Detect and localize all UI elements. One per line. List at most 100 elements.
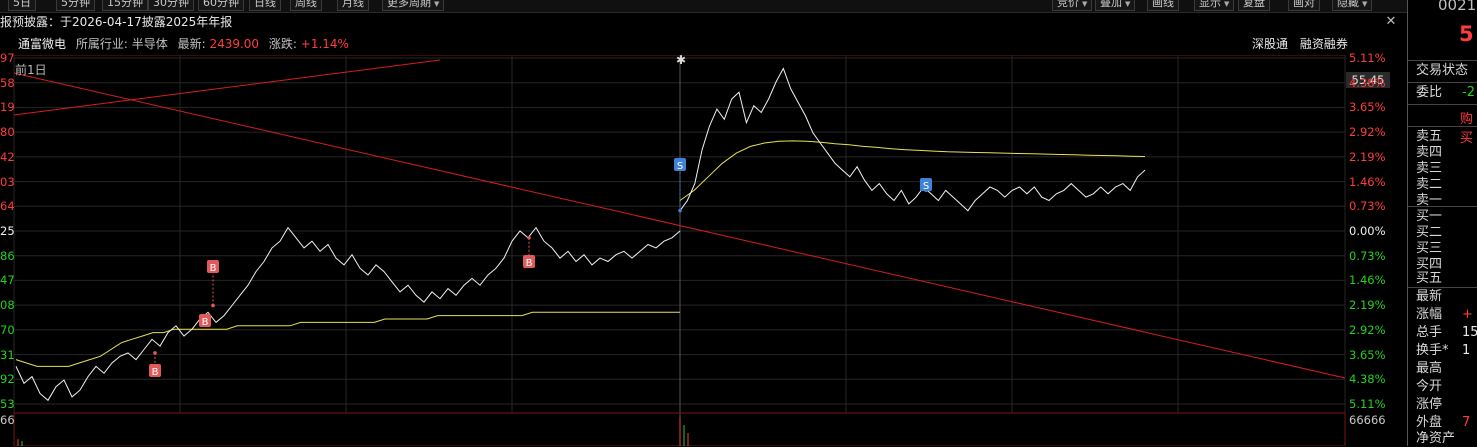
buy-marker[interactable] (199, 314, 211, 327)
left-axis-label: 80 (0, 125, 15, 140)
right-axis-label: 3.65% (1349, 100, 1386, 115)
toolbar-button-14[interactable]: 画对 (1288, 0, 1320, 11)
quote-divider (1408, 104, 1477, 105)
tag-shenzhen-connect[interactable]: 深股通 (1252, 37, 1289, 51)
right-axis-label: 5.11% (1349, 397, 1386, 411)
tag-margin-trading[interactable]: 融资融券 (1299, 37, 1348, 51)
left-axis-label: 42 (0, 149, 15, 164)
left-axis-label: 64 (0, 199, 15, 214)
buy-marker[interactable] (149, 364, 161, 377)
quote-row-label: 卖五 (1416, 129, 1443, 144)
toolbar-button-11[interactable]: 画线 (1147, 0, 1179, 11)
left-axis-label: 25 (0, 224, 15, 238)
buy-marker-label: B (202, 317, 209, 328)
intraday-chart[interactable]: ✱ B B B B S S (0, 55, 1407, 446)
toolbar-button-3[interactable]: 30分钟 (148, 0, 194, 11)
sell-marker[interactable] (674, 158, 686, 171)
quote-row-label: 净资产 (1416, 431, 1456, 446)
left-axis-label: 86 (0, 248, 15, 263)
price-line-day2 (679, 67, 1146, 212)
quote-row-label: 卖三 (1416, 161, 1443, 176)
close-icon[interactable]: ✕ (1385, 14, 1397, 29)
right-axis-label: 0.00% (1349, 224, 1386, 238)
quote-row-value: 15 (1462, 325, 1477, 340)
toolbar-button-10[interactable]: 叠加 ▼ (1095, 0, 1136, 11)
latest-value: 2439.00 (209, 37, 260, 51)
quote-row-label: 外盘 (1416, 415, 1443, 430)
price-line-day1 (15, 226, 681, 402)
left-axis-label: 47 (0, 273, 15, 288)
toolbar-button-9[interactable]: 竞价 ▼ (1052, 0, 1093, 11)
toolbar-button-1[interactable]: 5分钟 (56, 0, 95, 11)
toolbar-label: 隐藏 (1337, 0, 1359, 9)
quote-row-label: 今开 (1416, 379, 1443, 394)
toolbar-button-6[interactable]: 周线 (290, 0, 322, 11)
toolbar-button-8[interactable]: 更多周期 ▼ (382, 0, 445, 11)
stock-tags: 深股通 融资融券 (1244, 34, 1348, 54)
toolbar-button-7[interactable]: 月线 (337, 0, 369, 11)
toolbar-button-2[interactable]: 15分钟 (102, 0, 148, 11)
quote-panel (1407, 0, 1477, 446)
quote-row-label: 交易状态 (1416, 63, 1469, 78)
toolbar-button-13[interactable]: 复盘 (1238, 0, 1270, 11)
stock-code: 0021 (1438, 0, 1477, 14)
left-axis-label: 53 (0, 397, 15, 411)
chevron-down-icon: ▼ (1224, 0, 1230, 8)
buy-marker[interactable] (523, 255, 535, 268)
right-axis-label: 2.92% (1349, 125, 1386, 140)
quote-row-value: 7 (1462, 415, 1471, 430)
toolbar-label: 竞价 (1057, 0, 1079, 9)
buy-marker-label: B (210, 263, 217, 274)
quote-row-label: 最新 (1416, 289, 1443, 304)
toolbar-label: 画对 (1293, 0, 1315, 9)
toolbar-label: 更多周期 (387, 0, 431, 9)
quote-divider (1408, 206, 1477, 207)
buy-marker-dot (153, 351, 157, 355)
avg-line-day1 (15, 311, 680, 367)
toolbar-button-12[interactable]: 显示 ▼ (1194, 0, 1235, 11)
prev-day-label: 前1日 (15, 63, 47, 77)
buy-marker-dot (211, 303, 215, 308)
quote-row-label: 买四 (1416, 257, 1443, 272)
right-axis-label: 3.65% (1349, 347, 1386, 362)
buy-button[interactable]: 购买 (1460, 112, 1474, 146)
volume-right-label: 66666 (1349, 413, 1386, 427)
right-axis-label: 4.38% (1349, 372, 1386, 387)
chevron-down-icon: ▼ (434, 0, 440, 8)
buy-marker-label: B (526, 258, 533, 269)
quote-row-label: 委比 (1416, 85, 1443, 100)
left-axis-label: 58 (0, 75, 15, 90)
buy-marker[interactable] (207, 260, 219, 273)
toolbar-label: 15分钟 (107, 0, 143, 9)
right-axis-label: 2.92% (1349, 322, 1386, 337)
quote-row-label: 卖二 (1416, 177, 1443, 192)
toolbar-label: 30分钟 (153, 0, 189, 9)
stock-info-line: 通富微电 所属行业: 半导体 最新: 2439.00 涨跌: +1.14% (0, 34, 1400, 54)
avg-line-day2 (679, 140, 1146, 201)
quote-row-label: 卖一 (1416, 193, 1443, 208)
quote-row-value: + (1462, 307, 1473, 322)
quote-divider (1408, 60, 1477, 61)
quote-row-label: 买二 (1416, 225, 1443, 240)
industry-label: 所属行业: (75, 37, 128, 51)
toolbar-button-4[interactable]: 60分钟 (198, 0, 244, 11)
left-axis-label: 97 (0, 51, 15, 65)
quote-row-label: 买一 (1416, 209, 1443, 224)
stock-name[interactable]: 通富微电 (18, 37, 67, 51)
sell-marker[interactable] (920, 178, 932, 191)
quote-row-label: 买三 (1416, 241, 1443, 256)
trend-line-up (13, 59, 441, 116)
left-axis-label: 70 (0, 322, 15, 337)
quote-row-label: 最高 (1416, 361, 1443, 376)
change-label: 涨跌: (268, 37, 297, 51)
industry-value: 半导体 (131, 37, 168, 51)
toolbar-button-15[interactable]: 隐藏 ▼ (1332, 0, 1373, 11)
left-axis-label: 08 (0, 298, 15, 313)
sell-marker-label: S (677, 161, 683, 172)
toolbar-label: 复盘 (1243, 0, 1265, 9)
toolbar-button-0[interactable]: 5日 (8, 0, 36, 11)
toolbar-label: 显示 (1199, 0, 1221, 9)
toolbar-button-5[interactable]: 日线 (249, 0, 281, 11)
right-axis-label: 5.11% (1349, 51, 1386, 65)
quote-divider (1408, 126, 1477, 127)
